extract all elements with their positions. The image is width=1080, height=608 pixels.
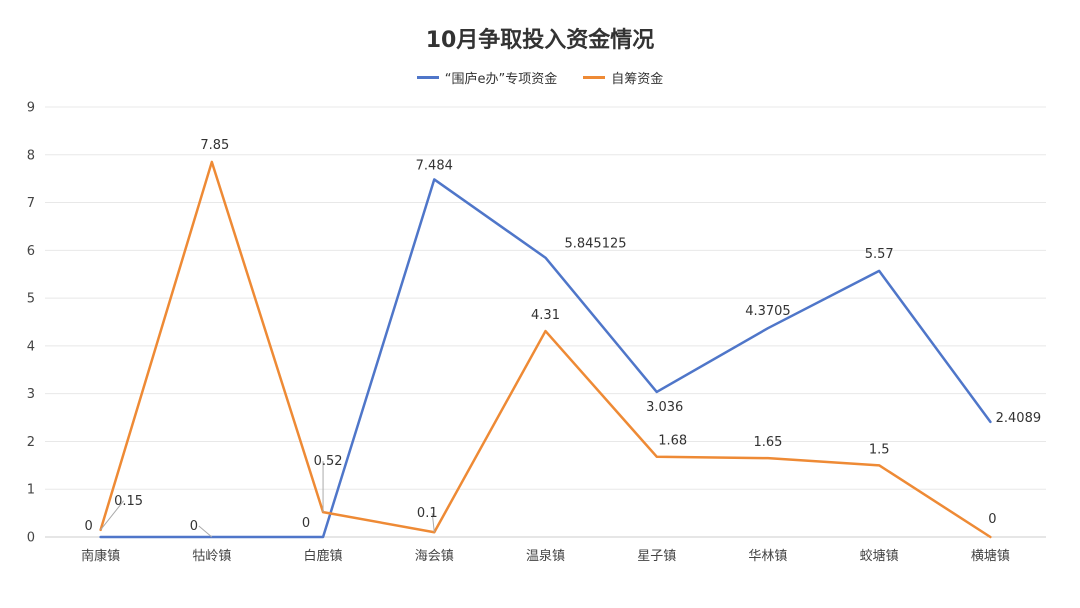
- legend-swatch-special-fund: [416, 76, 439, 79]
- y-axis-ticks: 0 1 2 3 4 5 6 7 8 9: [27, 101, 35, 546]
- x-tick-label: 星子镇: [637, 549, 676, 564]
- y-tick-label: 5: [27, 292, 35, 307]
- data-label: 7.484: [416, 158, 453, 173]
- chart-title: 10月争取投入资金情况: [425, 28, 655, 53]
- x-tick-label: 温泉镇: [526, 548, 565, 564]
- legend-item-self-raised-fund[interactable]: 自筹资金: [583, 68, 663, 87]
- chart-legend: “围庐e办”专项资金 自筹资金: [0, 68, 1080, 87]
- y-tick-label: 0: [27, 531, 35, 546]
- data-label: 7.85: [200, 138, 229, 153]
- data-labels: 0 0 0 7.484 5.845125 3.036 4.3705 5.57 2.4089 0.1…: [84, 138, 1042, 538]
- data-label: 0: [84, 519, 92, 534]
- data-label: 0.52: [314, 454, 343, 469]
- label-leader-line: [100, 500, 125, 531]
- y-tick-label: 1: [27, 483, 35, 498]
- y-tick-label: 9: [27, 101, 35, 116]
- legend-swatch-self-raised-fund: [583, 76, 606, 79]
- legend-item-special-fund[interactable]: “围庐e办”专项资金: [416, 68, 558, 87]
- data-label: 5.845125: [564, 237, 626, 252]
- x-tick-label: 华林镇: [748, 549, 787, 564]
- data-label: 0: [190, 519, 198, 534]
- y-tick-label: 4: [27, 339, 35, 354]
- label-leader-line: [198, 525, 213, 538]
- y-tick-label: 7: [27, 196, 35, 211]
- data-label: 0: [988, 512, 996, 527]
- y-tick-label: 6: [27, 244, 35, 259]
- data-label: 4.3705: [745, 304, 791, 319]
- legend-label-special-fund: “围庐e办”专项资金: [444, 72, 558, 87]
- x-tick-label: 横塘镇: [971, 548, 1010, 564]
- x-tick-label: 南康镇: [81, 548, 120, 564]
- data-label: 4.31: [531, 308, 560, 323]
- y-tick-label: 2: [27, 435, 35, 450]
- y-tick-label: 3: [27, 387, 35, 402]
- series-line-self-raised-fund: [99, 160, 992, 539]
- x-axis-ticks: 南康镇 牯岭镇 白鹿镇 海会镇 温泉镇 星子镇 华林镇 蛟塘镇 横塘镇: [81, 548, 1010, 564]
- data-label: 3.036: [646, 400, 683, 415]
- data-label: 1.5: [869, 442, 890, 457]
- series-lines: [99, 160, 992, 539]
- x-tick-label: 海会镇: [415, 549, 454, 564]
- data-label: 0.15: [114, 494, 143, 509]
- data-label: 0: [302, 516, 310, 531]
- grid-lines: [45, 106, 1046, 538]
- data-label: 1.68: [658, 434, 687, 449]
- y-tick-label: 8: [27, 148, 35, 163]
- data-label: 0.1: [417, 506, 438, 521]
- legend-label-self-raised-fund: 自筹资金: [611, 72, 664, 87]
- data-label: 2.4089: [996, 411, 1042, 426]
- x-tick-label: 蛟塘镇: [860, 548, 899, 564]
- x-tick-label: 白鹿镇: [304, 548, 343, 564]
- series-line-special-fund: [99, 178, 992, 539]
- data-label: 5.57: [865, 247, 894, 262]
- label-leader-line: [431, 513, 435, 533]
- x-tick-label: 牯岭镇: [192, 549, 231, 564]
- data-label: 1.65: [753, 435, 782, 450]
